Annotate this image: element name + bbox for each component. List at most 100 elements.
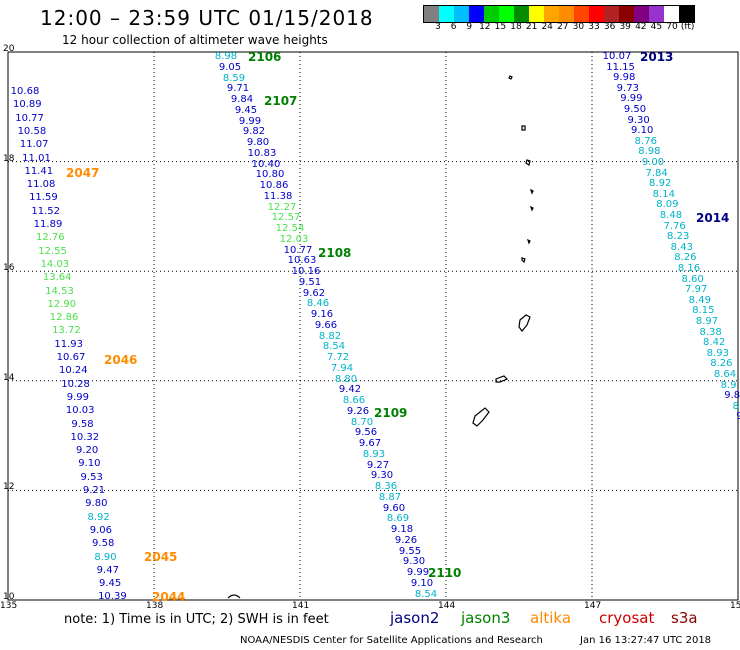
- island-outline: [529, 188, 534, 195]
- swh-value-mid-track: 7.94: [330, 362, 354, 374]
- swh-value-right-track: 8.48: [659, 210, 683, 221]
- pass-number-label: 2107: [264, 94, 298, 108]
- island-outline: [521, 257, 526, 264]
- swh-value-mid-track: 11.38: [263, 190, 293, 202]
- satellite-legend-item: altika: [530, 609, 572, 627]
- legend-swatch: [469, 6, 484, 22]
- legend-swatch: [559, 6, 574, 22]
- swh-value-mid-track: 9.71: [226, 83, 250, 95]
- swh-value-right-track: 8.92: [649, 178, 672, 190]
- satellite-legend-item: jason2: [390, 609, 440, 627]
- x-tick-label: 144: [438, 601, 456, 611]
- swh-value-mid-track: 10.86: [259, 180, 289, 191]
- x-tick-label: 135: [0, 601, 18, 611]
- swh-value-left-track: 9.45: [98, 578, 122, 590]
- legend-label: 45: [650, 22, 663, 32]
- swh-value-right-track: 8.98: [638, 146, 661, 158]
- swh-value-mid-track: 10.83: [247, 147, 277, 159]
- swh-value-mid-track: 9.55: [398, 545, 422, 557]
- swh-value-left-track: 9.10: [78, 458, 101, 470]
- swh-value-right-track: 8.09: [656, 199, 679, 211]
- swh-value-left-track: 9.99: [66, 391, 90, 403]
- swh-value-right-track: 9.98: [613, 72, 636, 84]
- swh-value-mid-track: 8.98: [214, 51, 238, 62]
- swh-value-mid-track: 9.51: [298, 276, 322, 288]
- y-tick-label: 10: [3, 592, 15, 602]
- swh-value-mid-track: 9.67: [358, 438, 382, 449]
- page-subtitle: 12 hour collection of altimeter wave hei…: [62, 33, 328, 47]
- swh-value-right-track: 7.97: [685, 284, 708, 296]
- swh-value-mid-track: 10.63: [287, 255, 317, 267]
- swh-value-mid-track: 9.16: [310, 309, 334, 320]
- island-outline: [495, 375, 509, 383]
- legend-swatch: [574, 6, 589, 22]
- swh-value-right-track: 8.43: [670, 241, 693, 253]
- pass-number-label: 2109: [374, 406, 408, 420]
- swh-value-mid-track: 9.42: [338, 384, 362, 396]
- y-tick-label: 18: [3, 153, 15, 164]
- legend-swatch: [604, 6, 619, 22]
- legend-label: 12: [479, 22, 491, 32]
- swh-value-right-track: 8.97: [695, 316, 719, 327]
- legend-label: 24: [541, 22, 553, 32]
- island-outline: [227, 594, 241, 599]
- page-title: 12:00 – 23:59 UTC 01/15/2018: [40, 6, 374, 30]
- legend-swatch: [484, 6, 499, 22]
- satellite-legend-item: cryosat: [599, 609, 655, 627]
- swh-value-mid-track: 9.62: [302, 287, 326, 299]
- x-tick-label: 138: [146, 601, 164, 611]
- swh-value-right-track: 8.49: [688, 294, 711, 306]
- island-outline: [521, 125, 526, 131]
- swh-value-left-track: 9.20: [75, 445, 99, 457]
- swh-value-mid-track: 9.99: [238, 115, 262, 127]
- color-scale-legend: [423, 5, 695, 23]
- color-scale-labels: 3 6 9 12 15 18 21 24 27 30 33 36 39 42 45 70 (ft): [0, 22, 740, 34]
- swh-value-left-track: 9.58: [71, 418, 94, 430]
- swh-value-mid-track: 8.87: [378, 491, 402, 503]
- swh-value-right-track: 8.60: [681, 273, 704, 285]
- swh-value-right-track: 7.76: [663, 220, 686, 232]
- swh-value-right-track: 7.84: [645, 167, 668, 179]
- swh-value-mid-track: 8.82: [318, 330, 342, 342]
- swh-value-mid-track: 9.30: [402, 556, 426, 568]
- legend-swatch: [424, 6, 439, 22]
- swh-value-left-track: 10.03: [65, 405, 95, 417]
- legend-label: 39: [619, 22, 631, 32]
- swh-value-mid-track: 8.59: [222, 72, 246, 84]
- swh-value-mid-track: 7.72: [326, 352, 350, 363]
- y-tick-label: 12: [3, 482, 15, 493]
- swh-value-mid-track: 12.03: [279, 233, 309, 245]
- legend-label: 18: [510, 22, 522, 32]
- map-frame: [7, 51, 739, 601]
- island-outline: [472, 407, 490, 427]
- swh-value-mid-track: 9.26: [346, 405, 370, 417]
- pass-number-label: 2106: [248, 50, 282, 64]
- x-tick-label: 150: [730, 601, 740, 611]
- swh-value-right-track: 9.73: [616, 82, 639, 94]
- swh-value-left-track: 10.58: [17, 125, 47, 137]
- x-tick-label: 147: [584, 601, 602, 611]
- swh-value-left-track: 10.77: [15, 112, 44, 124]
- legend-swatch: [619, 6, 634, 22]
- swh-value-left-track: 9.21: [82, 485, 106, 496]
- swh-value-left-track: 11.52: [31, 205, 61, 217]
- swh-value-mid-track: 9.45: [234, 104, 258, 116]
- footer-note: note: 1) Time is in UTC; 2) SWH is in fe…: [64, 612, 329, 627]
- swh-value-right-track: 8.14: [652, 188, 675, 200]
- swh-value-left-track: 13.72: [52, 325, 81, 337]
- swh-value-mid-track: 9.18: [390, 524, 414, 535]
- swh-value-left-track: 10.24: [58, 365, 88, 377]
- satellite-legend-item: jason3: [461, 609, 511, 627]
- legend-swatch: [529, 6, 544, 22]
- island-outline: [525, 159, 531, 166]
- swh-value-right-track: 8.64: [713, 369, 737, 380]
- legend-swatch: [634, 6, 649, 22]
- swh-value-left-track: 10.67: [56, 352, 86, 363]
- legend-swatch: [649, 6, 664, 22]
- legend-swatch: [454, 6, 469, 22]
- pass-number-label: 2013: [640, 50, 674, 64]
- swh-value-mid-track: 10.16: [291, 266, 321, 277]
- swh-value-mid-track: 8.66: [342, 395, 366, 406]
- swh-value-mid-track: 9.80: [246, 137, 270, 148]
